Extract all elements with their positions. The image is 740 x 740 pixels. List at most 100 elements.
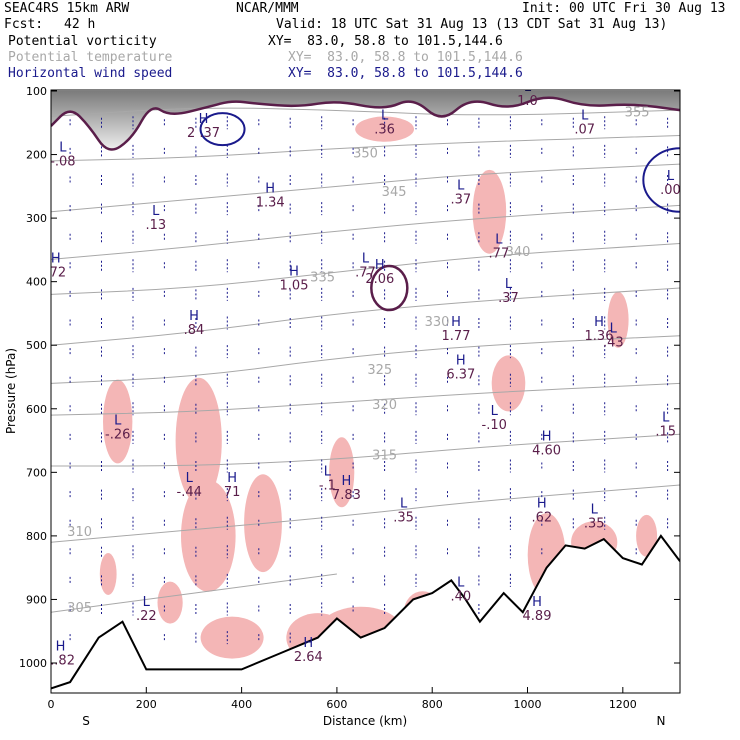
positive-pv-region (99, 553, 117, 595)
extremum-value: .35 (584, 517, 605, 532)
extremum-low-marker: L (581, 109, 589, 124)
extremum-value: 2.06 (365, 272, 394, 287)
positive-pv-region (181, 480, 236, 592)
extremum-value: .77 (355, 266, 376, 281)
extremum-low-marker: L (524, 80, 532, 95)
extremum-value: .40 (450, 590, 471, 605)
positive-pv-region (200, 616, 264, 659)
theta-label: 350 (353, 147, 378, 162)
extremum-value: 6.37 (446, 367, 475, 382)
theta-contour-340 (51, 204, 680, 260)
fcst-label: Fcst: (4, 17, 44, 32)
extremum-low-marker: L (610, 322, 618, 337)
extremum-value: .72 (45, 266, 66, 281)
extremum-low-marker: L (591, 503, 599, 518)
theta-contour-305 (51, 573, 337, 613)
theta-contour-350 (51, 135, 680, 162)
extremum-high-marker: H (265, 182, 275, 197)
extremum-value: -.44 (177, 485, 202, 500)
extremum-value: .43 (603, 336, 624, 351)
positive-pv-region (607, 291, 629, 348)
extremum-value: 1.0 (517, 94, 538, 109)
extremum-value: .37 (498, 291, 519, 306)
extremum-value: .37 (450, 193, 471, 208)
extremum-high-marker: H (542, 430, 552, 445)
x-tick-label: 400 (231, 698, 252, 711)
extremum-value: -.08 (50, 154, 75, 169)
positive-pv-region (175, 377, 222, 504)
model-title: SEAC4RS 15km ARW (4, 1, 130, 16)
extremum-value: -.26 (105, 428, 130, 443)
positive-pv-region (472, 169, 507, 254)
extremum-high-marker: H (199, 112, 209, 127)
theta-label: 310 (67, 525, 92, 540)
positive-pv-region (157, 581, 183, 624)
extremum-high-marker: H (594, 315, 604, 330)
extremum-value: 7.83 (332, 488, 361, 503)
y-tick-label: 900 (26, 593, 47, 606)
y-tick-label: 300 (26, 212, 47, 225)
north-end-label: N (657, 714, 666, 728)
x-tick-label: 200 (136, 698, 157, 711)
theta-contour-345 (51, 163, 680, 213)
extremum-value: 1.82 (46, 653, 75, 668)
extremum-high-marker: H (189, 309, 199, 324)
extremum-low-marker: L (400, 496, 408, 511)
extremum-high-marker: H (342, 474, 352, 489)
extremum-high-marker: H (537, 496, 547, 511)
y-tick-label: 1000 (19, 657, 47, 670)
extremum-high-marker: H (456, 353, 466, 368)
positive-pv-region (355, 116, 414, 142)
terrain-fill (51, 535, 680, 693)
theta-label: 330 (425, 315, 450, 330)
theta-label: 315 (372, 449, 397, 464)
x-tick-label: 1000 (514, 698, 542, 711)
positive-pv-region (491, 355, 526, 412)
extremum-value: .77 (489, 247, 510, 262)
x-tick-label: 600 (326, 698, 347, 711)
extremum-low-marker: L (495, 233, 503, 248)
theta-contour-310 (51, 484, 680, 543)
extremum-value: .15 (655, 425, 676, 440)
extremum-low-marker: L (457, 576, 465, 591)
theta-label: 340 (506, 245, 531, 260)
field-wind-name: Horizontal wind speed (8, 66, 173, 81)
y-axis-label: Pressure (hPa) (4, 348, 18, 434)
x-tick-label: 0 (48, 698, 55, 711)
extremum-low-marker: L (152, 204, 160, 219)
extremum-value: 71 (224, 485, 241, 500)
positive-pv-region (103, 379, 133, 464)
field-theta-name: Potential temperature (8, 50, 173, 65)
extremum-high-marker: H (56, 639, 66, 654)
pv-closed-contour (370, 264, 409, 312)
y-tick-label: 400 (26, 276, 47, 289)
theta-contour-315 (51, 433, 680, 467)
extremum-value: 4.89 (523, 609, 552, 624)
theta-contour-325 (51, 335, 680, 384)
theta-contour-320 (51, 382, 680, 416)
extremum-value: .35 (393, 510, 414, 525)
x-tick-label: 1200 (609, 698, 637, 711)
theta-label: 320 (372, 398, 397, 413)
jet-core-contour (199, 112, 246, 147)
extremum-value: 1.36 (585, 329, 614, 344)
init-time: Init: 00 UTC Fri 30 Aug 13 (522, 1, 726, 16)
theta-label: 345 (382, 185, 407, 200)
extremum-value: -.10 (482, 418, 507, 433)
jet-core-contour-north (642, 147, 680, 213)
plot-frame (50, 89, 681, 694)
extremum-value: 2.64 (294, 650, 323, 665)
y-tick-label: 800 (26, 530, 47, 543)
extremum-high-marker: H (375, 258, 385, 273)
y-tick-label: 700 (26, 466, 47, 479)
extremum-low-marker: L (667, 169, 675, 184)
extremum-value: 4.60 (532, 444, 561, 459)
extremum-high-marker: H (227, 471, 237, 486)
extremum-low-marker: L (324, 465, 332, 480)
extremum-high-marker: H (289, 264, 299, 279)
extremum-low-marker: L (381, 109, 389, 124)
extremum-value: .36 (374, 123, 395, 138)
extremum-value: 1.05 (280, 278, 309, 293)
extremum-low-marker: L (505, 277, 513, 292)
